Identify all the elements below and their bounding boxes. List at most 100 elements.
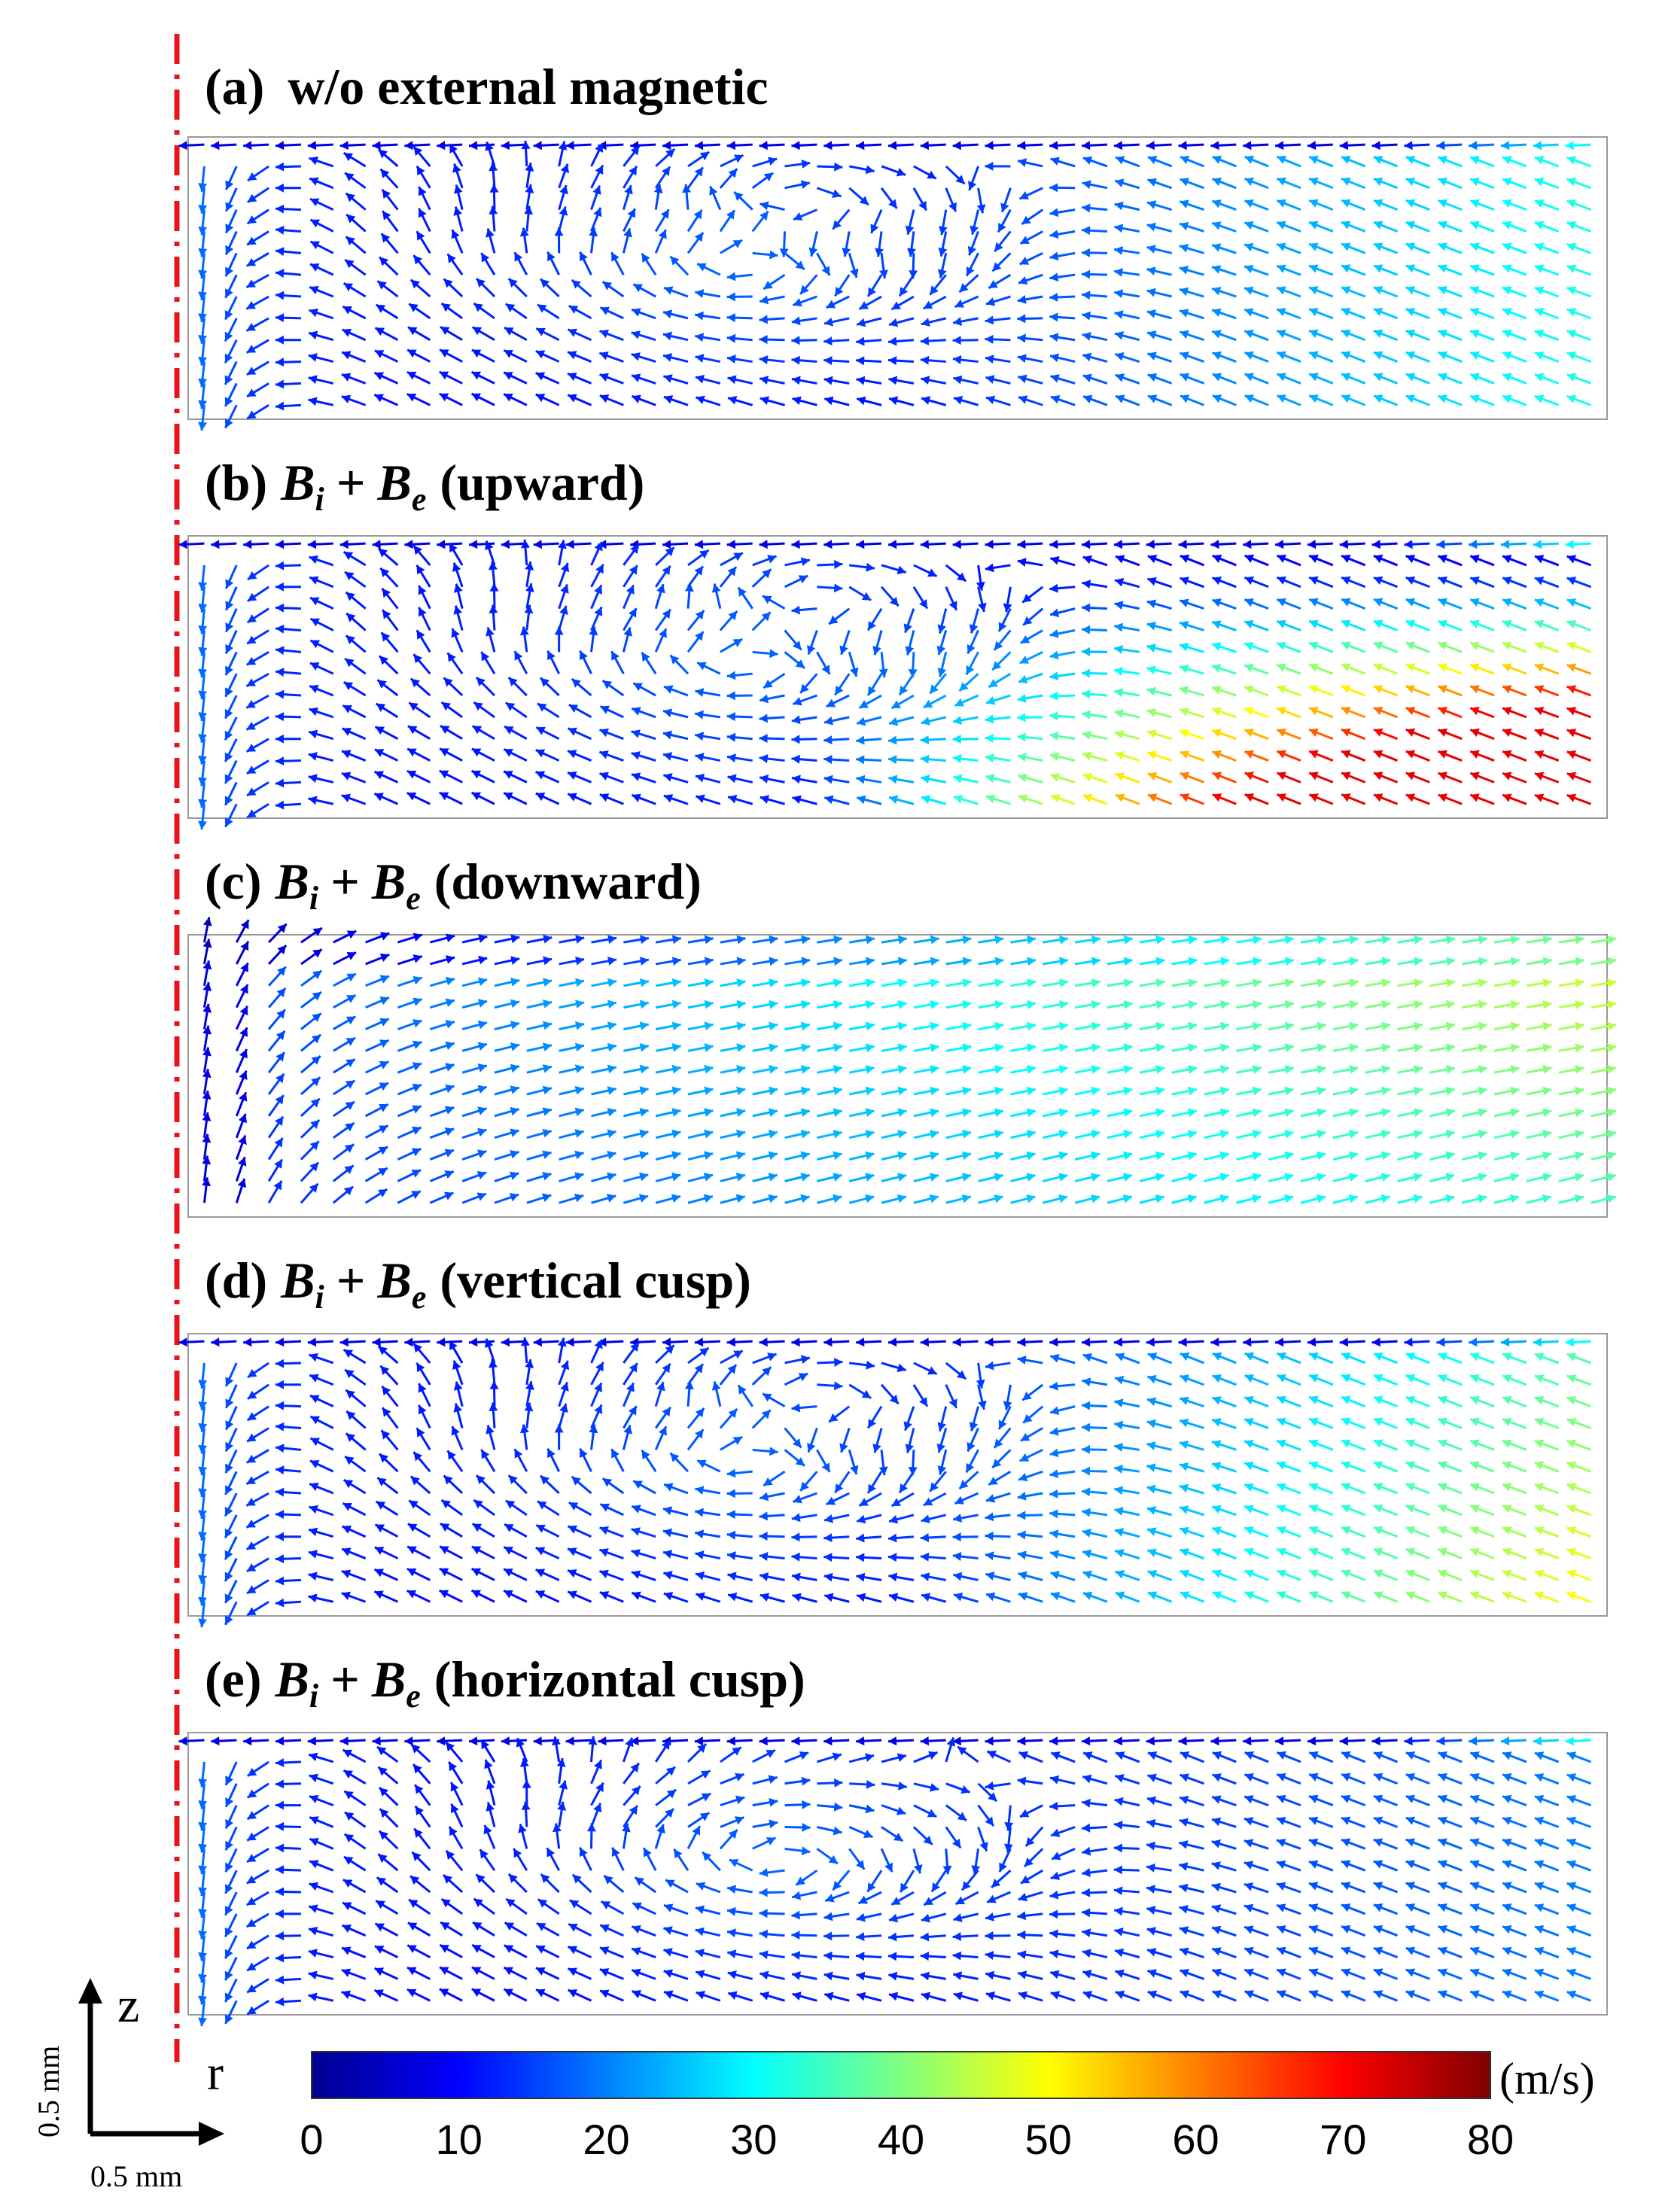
velocity-arrow (1147, 156, 1173, 168)
velocity-arrow (1204, 1086, 1230, 1096)
velocity-arrow (849, 957, 875, 966)
velocity-arrow (1405, 1483, 1430, 1495)
velocity-arrow (1591, 1173, 1617, 1182)
velocity-arrow (1179, 1818, 1204, 1828)
velocity-arrow (1526, 1064, 1552, 1074)
velocity-arrow (759, 141, 785, 151)
velocity-arrow (1397, 1151, 1423, 1161)
velocity-arrow (440, 1897, 464, 1915)
colorbar-tick-label: 50 (1025, 2116, 1072, 2163)
velocity-arrow (332, 1164, 355, 1182)
velocity-arrow (1307, 1736, 1333, 1746)
velocity-arrow (945, 1043, 972, 1053)
velocity-arrow (599, 394, 624, 406)
velocity-arrow (439, 769, 463, 783)
velocity-arrow (784, 978, 811, 987)
velocity-arrow (546, 650, 561, 674)
velocity-arrow (784, 1043, 811, 1053)
velocity-arrow (407, 725, 431, 741)
velocity-arrow (1469, 1794, 1495, 1807)
velocity-arrow (779, 231, 789, 257)
velocity-arrow (985, 1551, 1011, 1561)
velocity-arrow (1502, 771, 1527, 783)
velocity-arrow (881, 1086, 907, 1096)
velocity-arrow (1049, 1426, 1076, 1436)
velocity-arrow (1566, 1352, 1592, 1365)
velocity-arrow (439, 392, 463, 406)
velocity-arrow (406, 1590, 431, 1603)
velocity-arrow (449, 143, 464, 167)
velocity-arrow (856, 1533, 882, 1543)
velocity-arrow (1113, 666, 1140, 676)
velocity-arrow (720, 1064, 746, 1074)
velocity-arrow (1115, 555, 1140, 567)
velocity-arrow (920, 1932, 946, 1942)
velocity-arrow (985, 753, 1011, 763)
velocity-arrow (1469, 394, 1495, 406)
velocity-arrow (1146, 1527, 1173, 1538)
velocity-arrow (224, 1406, 238, 1431)
velocity-arrow (1469, 707, 1495, 719)
velocity-arrow (1074, 1173, 1100, 1182)
velocity-arrow (1107, 1043, 1133, 1053)
velocity-arrow (1308, 1439, 1334, 1451)
velocity-arrow (418, 1383, 431, 1407)
velocity-arrow (571, 1873, 592, 1894)
velocity-arrow (696, 794, 721, 805)
velocity-arrow (759, 1552, 785, 1561)
velocity-arrow (275, 1465, 302, 1475)
velocity-arrow (752, 1775, 778, 1785)
velocity-arrow (791, 336, 817, 345)
velocity-arrow (1502, 619, 1527, 631)
velocity-arrow (377, 1766, 399, 1785)
velocity-arrow (473, 302, 495, 320)
velocity-arrow (1308, 663, 1334, 675)
velocity-arrow (913, 1151, 939, 1161)
velocity-arrow (1139, 1108, 1165, 1118)
velocity-arrow (726, 1928, 753, 1938)
velocity-arrow (308, 330, 334, 342)
velocity-arrow (832, 1870, 851, 1891)
velocity-arrow (920, 754, 946, 764)
velocity-arrow (759, 1909, 785, 1918)
velocity-arrow (1502, 663, 1527, 675)
velocity-arrow (235, 941, 250, 965)
velocity-arrow (726, 1551, 753, 1561)
velocity-arrow (1341, 598, 1366, 610)
velocity-arrow (623, 1042, 649, 1052)
velocity-arrow (373, 770, 399, 783)
velocity-arrow (494, 1106, 520, 1118)
velocity-arrow (439, 370, 463, 385)
velocity-arrow (1147, 1569, 1173, 1581)
velocity-arrow (1534, 1483, 1560, 1495)
velocity-arrow (346, 612, 367, 631)
velocity-arrow (1332, 1151, 1359, 1161)
velocity-arrow (1211, 1947, 1237, 1958)
velocity-arrow (881, 935, 907, 945)
velocity-arrow (912, 586, 929, 610)
velocity-arrow (1179, 707, 1204, 719)
velocity-arrow (1566, 242, 1592, 254)
velocity-arrow (333, 1036, 356, 1052)
velocity-arrow (198, 318, 208, 344)
velocity-arrow (429, 1063, 455, 1074)
velocity-arrow (1050, 374, 1076, 385)
velocity-arrow (823, 1931, 850, 1941)
velocity-arrow (224, 781, 238, 806)
velocity-arrow (1179, 1418, 1204, 1429)
velocity-arrow (590, 1404, 603, 1429)
velocity-arrow (558, 583, 569, 610)
velocity-arrow (1566, 1882, 1592, 1894)
velocity-arrow (816, 187, 842, 198)
velocity-arrow (1566, 221, 1592, 233)
velocity-arrow (720, 1816, 744, 1828)
velocity-arrow (1018, 374, 1043, 385)
velocity-arrow (524, 604, 534, 631)
velocity-arrow (198, 1580, 208, 1606)
velocity-arrow (1276, 1526, 1301, 1538)
velocity-arrow (1244, 707, 1269, 719)
velocity-arrow (397, 1019, 422, 1030)
velocity-arrow (752, 1000, 778, 1009)
velocity-arrow (669, 255, 689, 276)
velocity-arrow (1341, 1395, 1366, 1408)
